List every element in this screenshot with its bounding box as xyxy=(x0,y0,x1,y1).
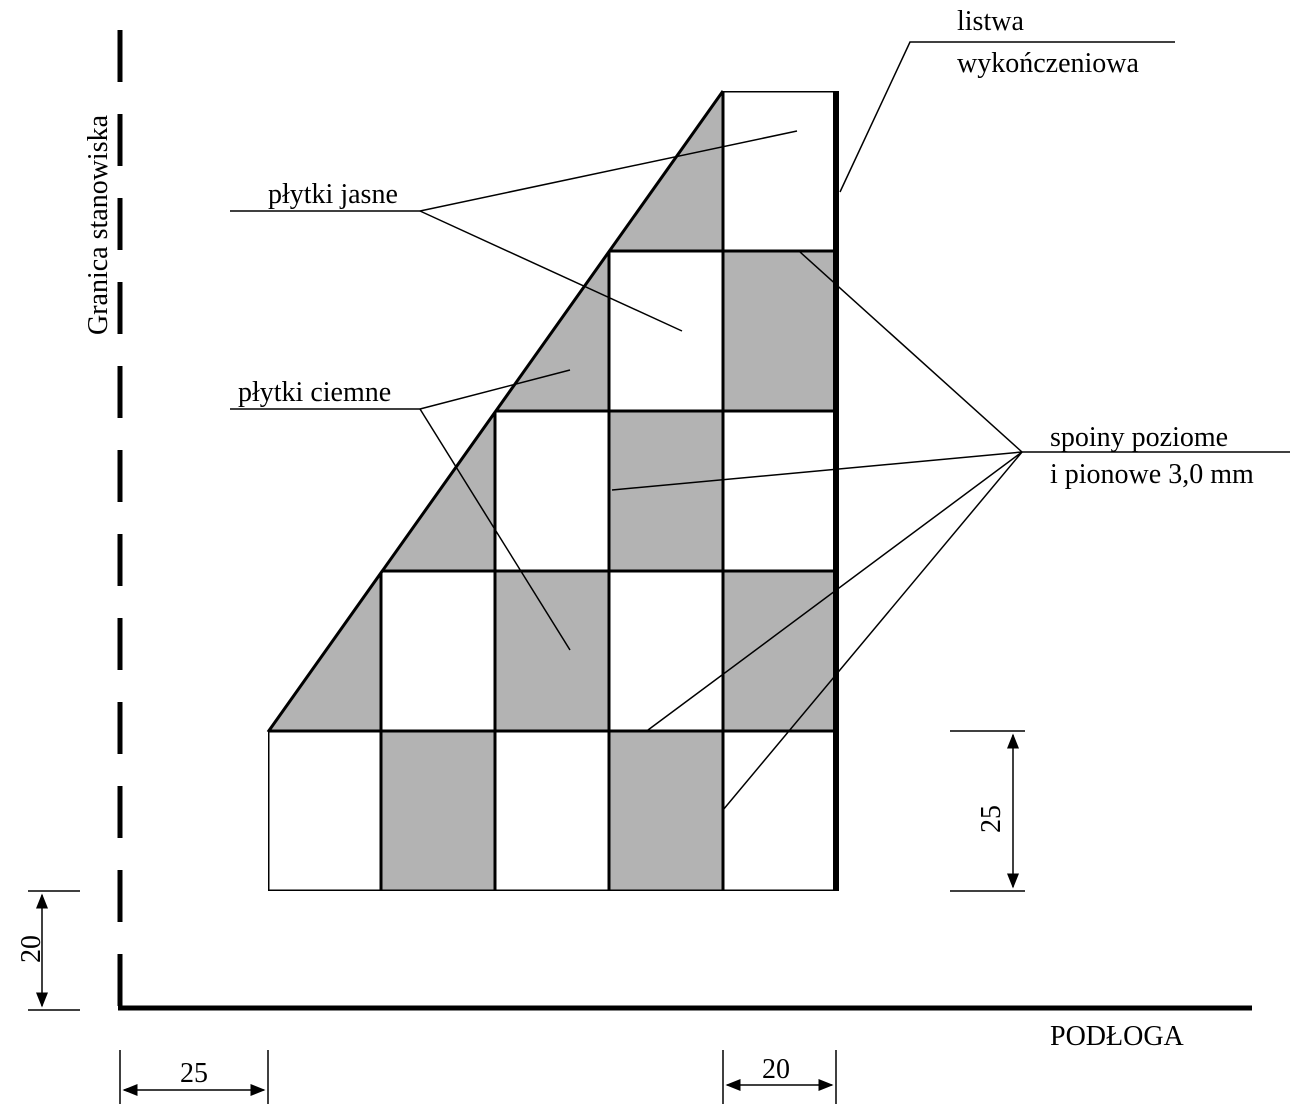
dark-tile xyxy=(493,91,611,253)
dark-tiles-leader xyxy=(230,369,571,651)
dark-tile xyxy=(493,569,611,733)
floor-label: PODŁOGA xyxy=(1050,1021,1185,1052)
floor-gap-dimension xyxy=(28,890,80,1011)
dark-tile xyxy=(721,249,836,413)
light-tile xyxy=(721,409,836,573)
light-tile xyxy=(721,91,836,253)
workstation-border-label: Granica stanowiska xyxy=(83,114,114,335)
light-tile xyxy=(607,569,725,733)
tile-height-dimension xyxy=(950,730,1025,892)
dark-tile xyxy=(721,569,836,733)
light-tile xyxy=(268,729,383,891)
dark-tile xyxy=(607,729,725,891)
dark-tile xyxy=(379,729,497,891)
dark-tile xyxy=(379,91,497,253)
dark-tile xyxy=(268,91,383,253)
diagonal-cut-edge xyxy=(266,90,725,733)
trim-label-line2: wykończeniowa xyxy=(957,48,1140,79)
trim-label-line1: listwa xyxy=(957,6,1024,37)
light-tile xyxy=(493,409,611,573)
light-tile xyxy=(493,729,611,891)
joints-label-line2: i pionowe 3,0 mm xyxy=(1050,459,1254,490)
dark-tile xyxy=(379,249,497,413)
light-tile xyxy=(379,569,497,733)
joints-leader xyxy=(611,251,1290,811)
light-tiles-label: płytki jasne xyxy=(268,179,398,210)
dark-tiles-label: płytki ciemne xyxy=(238,377,391,408)
dark-tile xyxy=(268,409,383,573)
trim-leader xyxy=(839,41,1175,193)
left-gap-value: 25 xyxy=(180,1058,208,1089)
last-column-value: 20 xyxy=(762,1054,790,1085)
light-tile xyxy=(607,249,725,413)
last-column-dimension xyxy=(722,1050,837,1104)
floor-gap-value: 20 xyxy=(16,935,47,963)
joints-label-line1: spoiny poziome xyxy=(1050,422,1228,453)
light-tiles-leader xyxy=(230,130,798,332)
light-tile xyxy=(721,729,836,891)
dark-tile xyxy=(607,409,725,573)
left-gap-dimension xyxy=(119,1050,269,1104)
tile-height-value: 25 xyxy=(976,805,1007,833)
